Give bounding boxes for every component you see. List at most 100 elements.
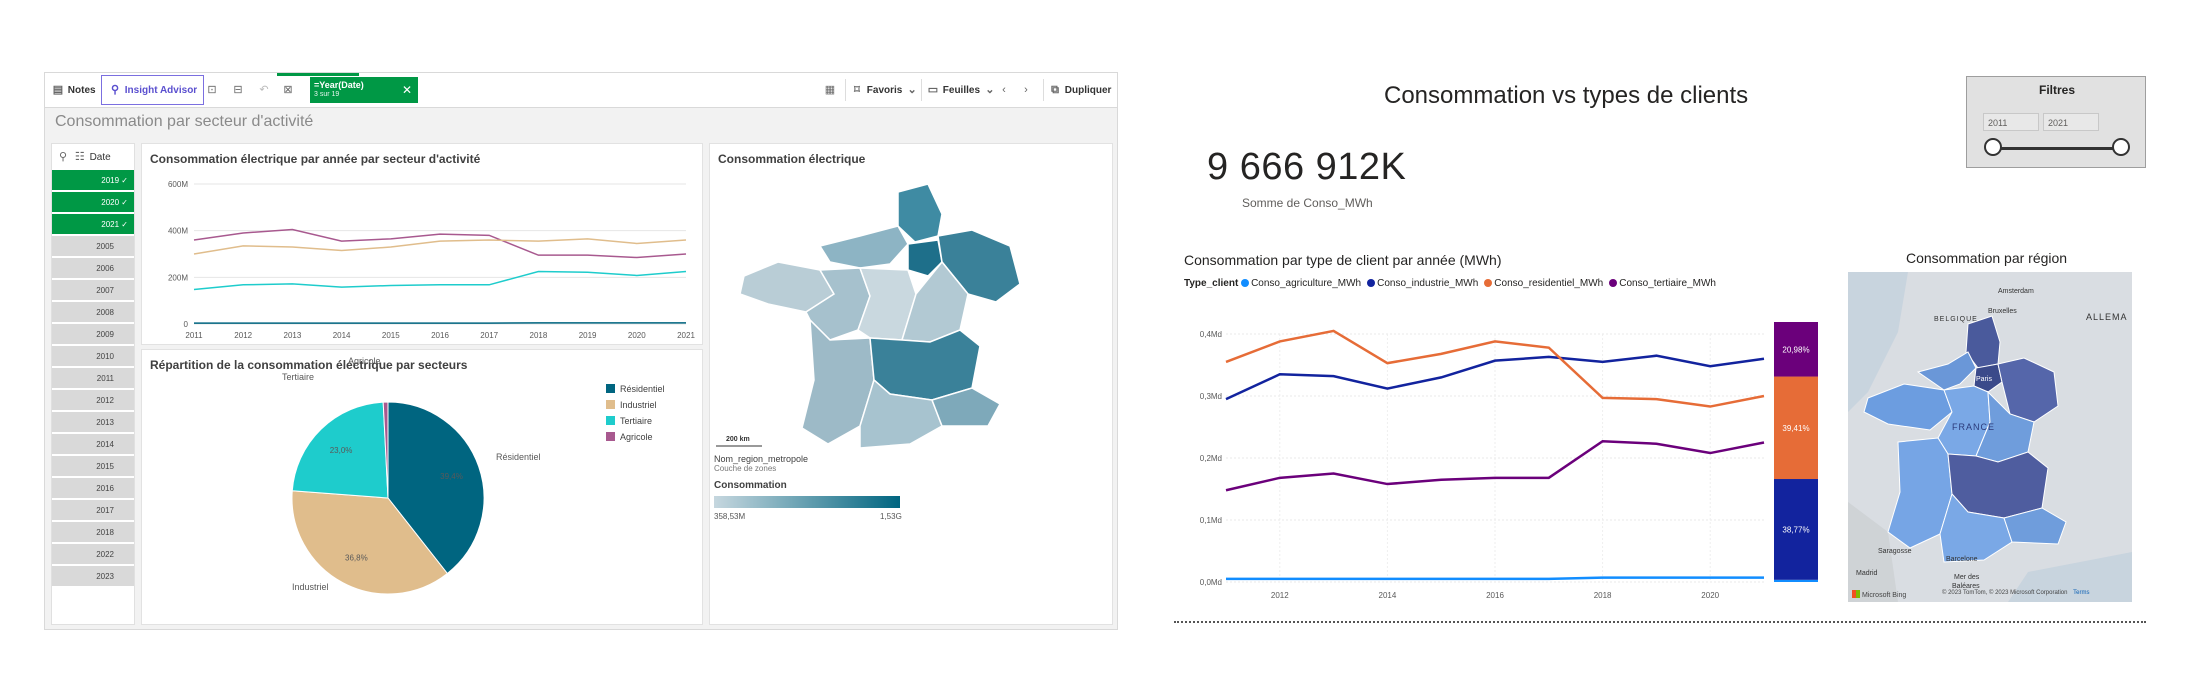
- kpi-card-value: 9 666 912K: [1207, 146, 1407, 188]
- qlik-line-chart[interactable]: 0 200M 400M 600M 2011 2012 2013 2014 2015 2016 201…: [142, 144, 702, 344]
- year-item-2023[interactable]: 2023: [52, 566, 134, 587]
- step-back-icon[interactable]: ↶: [259, 84, 269, 96]
- year-slider-track[interactable]: [1993, 147, 2121, 150]
- legend-label: Conso_residentiel_MWh: [1494, 278, 1604, 289]
- check-icon: ✓: [119, 220, 128, 229]
- legend-swatch: [606, 432, 615, 441]
- pbi-map-region-grand-est: [1997, 357, 2059, 423]
- qlik-map-card: Consommation électrique 200 km Nom_regio…: [709, 143, 1113, 625]
- pie-legend-item[interactable]: Tertiaire: [606, 416, 652, 426]
- map-terms-link[interactable]: Terms: [2073, 590, 2090, 596]
- feuilles-button[interactable]: ▭ Feuilles ⌄: [921, 79, 997, 101]
- pie-legend-item[interactable]: Industriel: [606, 400, 657, 410]
- list-icon: ☷: [74, 151, 85, 163]
- map-label-baleares: Baléares: [1952, 583, 1980, 590]
- map-region-normandie: [818, 225, 909, 269]
- year-item-2021[interactable]: 2021 ✓: [52, 214, 134, 235]
- year-item-2022[interactable]: 2022: [52, 544, 134, 565]
- selection-count: 3 sur 19: [314, 91, 340, 98]
- selection-chip[interactable]: =Year(Date) 3 sur 19 ✕: [310, 77, 418, 103]
- next-sheet-button[interactable]: ›: [1019, 79, 1033, 101]
- qlik-series-line-tan: [193, 238, 687, 255]
- selections-tool-icon[interactable]: ⊟: [233, 84, 243, 96]
- year-item-2010[interactable]: 2010: [52, 346, 134, 367]
- legend-item-agri[interactable]: Conso_agriculture_MWh: [1241, 278, 1361, 289]
- bar-segment-label: 38,77%: [1782, 525, 1809, 534]
- notes-icon: ▤: [52, 84, 64, 96]
- year-item-2020[interactable]: 2020 ✓: [52, 192, 134, 213]
- pie-data-label: 36,8%: [345, 553, 368, 562]
- pbi-x-tick: 2018: [1594, 591, 1612, 600]
- pie-legend-item[interactable]: Résidentiel: [606, 384, 665, 394]
- year-item-2019[interactable]: 2019 ✓: [52, 170, 134, 191]
- year-item-2007[interactable]: 2007: [52, 280, 134, 301]
- year-item-2017[interactable]: 2017: [52, 500, 134, 521]
- year-item-2009[interactable]: 2009: [52, 324, 134, 345]
- pbi-series-line-agri: [1226, 576, 1764, 581]
- filter-from-input[interactable]: 2011: [1983, 113, 2039, 131]
- legend-item-tert[interactable]: Conso_tertiaire_MWh: [1609, 278, 1716, 289]
- year-item-2018[interactable]: 2018: [52, 522, 134, 543]
- notes-button[interactable]: ▤ Notes: [51, 79, 96, 101]
- feuilles-label: Feuilles: [942, 85, 981, 96]
- pbi-line-chart[interactable]: 0,0Md 0,1Md 0,2Md 0,3Md 0,4Md 2012 2014 2016 201…: [1180, 298, 1780, 608]
- year-item-2012[interactable]: 2012: [52, 390, 134, 411]
- qlik-series-line-cyan: [193, 270, 687, 291]
- pbi-stacked-bar[interactable]: 38,77% 39,41% 20,98%: [1772, 322, 1822, 592]
- date-filter-header[interactable]: ⚲ ☷ Date: [52, 144, 134, 170]
- legend-item-resid[interactable]: Conso_residentiel_MWh: [1484, 278, 1603, 289]
- close-icon[interactable]: ✕: [401, 83, 412, 97]
- sheet-title: Consommation par secteur d'activité: [55, 113, 314, 130]
- pbi-filled-map[interactable]: BELGIQUE ALLEMA FRANCE Amsterdam Bruxell…: [1848, 272, 2132, 602]
- year-item-2008[interactable]: 2008: [52, 302, 134, 323]
- qlik-x-tick: 2011: [185, 331, 203, 340]
- search-icon: ⚲: [58, 151, 68, 163]
- bookmark-grid-icon[interactable]: ▦: [824, 84, 836, 96]
- map-label-belgique: BELGIQUE: [1934, 316, 1978, 323]
- bookmark-icon: ⌑: [854, 84, 860, 96]
- year-slider-end-handle[interactable]: [2112, 138, 2130, 156]
- bar-segment-agri: [1774, 579, 1818, 582]
- favoris-button[interactable]: ⌑ Favoris ⌄: [845, 79, 919, 101]
- pbi-y-tick: 0,2Md: [1200, 454, 1222, 463]
- previous-sheet-button[interactable]: ‹: [997, 79, 1011, 101]
- pie-category-label: Agricole: [348, 356, 381, 366]
- year-item-label: 2010: [96, 352, 114, 361]
- qlik-sheet: ▤ Notes ⚲ Insight Advisor ⊡ ⊟ ↶ ⊠ =Year(…: [44, 72, 1118, 630]
- year-slider-start-handle[interactable]: [1984, 138, 2002, 156]
- year-item-label: 2014: [96, 440, 114, 449]
- dupliquer-button[interactable]: ⧉ Dupliquer: [1043, 79, 1111, 101]
- microsoft-logo-icon: [1852, 590, 1860, 598]
- year-item-2015[interactable]: 2015: [52, 456, 134, 477]
- year-item-2005[interactable]: 2005: [52, 236, 134, 257]
- year-item-2014[interactable]: 2014: [52, 434, 134, 455]
- year-item-label: 2013: [96, 418, 114, 427]
- year-item-2016[interactable]: 2016: [52, 478, 134, 499]
- qlik-y-tick: 400M: [168, 227, 188, 236]
- pbi-map-region-paca: [2003, 507, 2067, 545]
- pbi-series-line-resid: [1225, 329, 1765, 408]
- insight-advisor-button[interactable]: ⚲ Insight Advisor: [101, 75, 205, 105]
- year-item-2006[interactable]: 2006: [52, 258, 134, 279]
- year-item-2013[interactable]: 2013: [52, 412, 134, 433]
- pie-legend-item[interactable]: Agricole: [606, 432, 653, 442]
- qlik-pie-chart[interactable]: 39,4% Résidentiel 36,8% Industriel 23,0% Tert…: [142, 350, 702, 624]
- qlik-line-chart-title: Consommation électrique par année par se…: [150, 152, 481, 166]
- filter-to-input[interactable]: 2021: [2043, 113, 2099, 131]
- sheets-icon: ▭: [927, 84, 939, 96]
- map-legend-max: 1,53G: [880, 512, 902, 521]
- bar-segment-resid: [1774, 376, 1818, 480]
- insight-advisor-icon: ⚲: [110, 84, 120, 96]
- france-region-map[interactable]: [710, 144, 1112, 624]
- smart-search-icon[interactable]: ⊡: [207, 84, 217, 96]
- map-layer-sub: Couche de zones: [714, 464, 777, 473]
- map-region-paca: [931, 387, 1002, 427]
- kpi-card-label: Somme de Conso_MWh: [1242, 196, 1373, 210]
- legend-item-indus[interactable]: Conso_industrie_MWh: [1367, 278, 1478, 289]
- chevron-left-icon: ‹: [1002, 84, 1006, 96]
- check-icon: ✓: [119, 176, 128, 185]
- clear-selections-icon[interactable]: ⊠: [283, 84, 293, 96]
- legend-swatch: [606, 384, 615, 393]
- year-item-label: 2006: [96, 264, 114, 273]
- year-item-2011[interactable]: 2011: [52, 368, 134, 389]
